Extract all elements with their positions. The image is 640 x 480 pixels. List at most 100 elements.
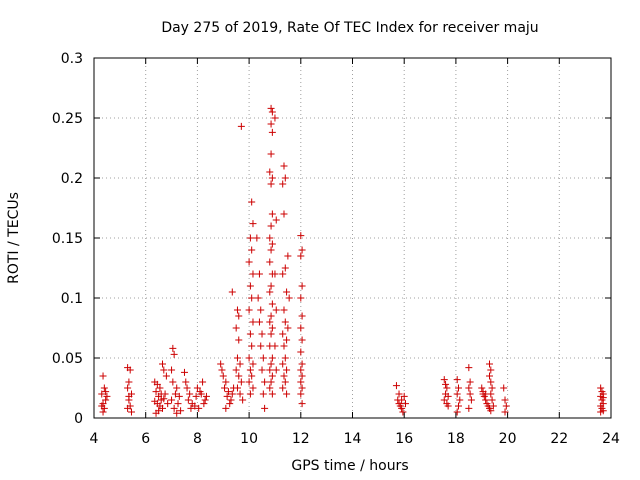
data-point xyxy=(487,378,495,386)
data-point xyxy=(597,408,605,416)
data-point xyxy=(440,376,448,384)
data-point xyxy=(249,318,257,326)
x-tick-label: 14 xyxy=(344,431,362,447)
data-point xyxy=(266,234,274,242)
data-point xyxy=(453,408,461,416)
data-point xyxy=(271,270,279,278)
data-point xyxy=(124,404,132,412)
data-point xyxy=(233,384,241,392)
data-point xyxy=(124,384,132,392)
data-point xyxy=(398,404,406,412)
data-point xyxy=(246,282,254,290)
data-point xyxy=(487,407,495,415)
data-point xyxy=(175,392,183,400)
data-point xyxy=(271,114,279,122)
y-tick-label: 0.25 xyxy=(52,111,83,127)
data-point xyxy=(159,404,167,412)
data-point xyxy=(268,210,276,218)
data-point xyxy=(156,384,164,392)
data-point xyxy=(99,408,107,416)
data-point xyxy=(266,258,274,266)
data-point xyxy=(236,390,244,398)
data-point xyxy=(297,348,305,356)
data-point xyxy=(444,402,452,410)
data-point xyxy=(399,408,407,416)
x-tick-label: 4 xyxy=(90,431,99,447)
data-point xyxy=(440,396,448,404)
data-point xyxy=(102,396,110,404)
x-axis-title: GPS time / hours xyxy=(291,458,408,474)
data-point xyxy=(281,354,289,362)
data-point xyxy=(271,342,279,350)
data-point xyxy=(267,378,275,386)
grid-lines xyxy=(94,58,611,418)
data-point xyxy=(478,384,486,392)
data-point xyxy=(254,294,262,302)
data-point xyxy=(267,330,275,338)
data-point xyxy=(259,390,267,398)
data-point xyxy=(266,318,274,326)
data-point xyxy=(297,252,305,260)
data-point xyxy=(266,384,274,392)
data-point xyxy=(249,270,257,278)
data-point xyxy=(183,384,191,392)
x-tick-label: 8 xyxy=(193,431,202,447)
data-point xyxy=(298,400,306,408)
data-point xyxy=(249,360,257,368)
data-point xyxy=(102,388,110,396)
data-point xyxy=(279,180,287,188)
data-point xyxy=(597,384,605,392)
data-point xyxy=(100,384,108,392)
data-point xyxy=(169,344,177,352)
data-point xyxy=(280,342,288,350)
data-point xyxy=(226,400,234,408)
data-point xyxy=(125,378,133,386)
data-point xyxy=(501,396,509,404)
data-point xyxy=(392,382,400,390)
data-point xyxy=(465,384,473,392)
data-point xyxy=(298,372,306,380)
data-point xyxy=(268,372,276,380)
x-tick-label: 12 xyxy=(292,431,310,447)
data-point xyxy=(298,336,306,344)
data-point xyxy=(266,288,274,296)
data-point xyxy=(283,336,291,344)
data-point xyxy=(192,392,200,400)
data-point xyxy=(170,350,178,358)
data-point xyxy=(267,120,275,128)
data-point xyxy=(400,392,408,400)
data-point xyxy=(281,378,289,386)
data-point xyxy=(599,394,607,402)
data-point xyxy=(297,366,305,374)
data-point xyxy=(466,390,474,398)
data-point xyxy=(221,384,229,392)
data-point xyxy=(199,378,207,386)
data-point xyxy=(280,372,288,380)
data-point xyxy=(155,392,163,400)
data-point xyxy=(98,402,106,410)
data-point xyxy=(152,388,160,396)
y-tick-label: 0.3 xyxy=(61,51,83,67)
data-point xyxy=(246,330,254,338)
data-point xyxy=(171,390,179,398)
data-point xyxy=(487,366,495,374)
data-point xyxy=(182,378,190,386)
data-point xyxy=(184,396,192,404)
x-tick-label: 10 xyxy=(240,431,258,447)
y-tick-label: 0 xyxy=(74,411,83,427)
data-point xyxy=(453,390,461,398)
data-point xyxy=(279,330,287,338)
data-point xyxy=(281,264,289,272)
data-point xyxy=(488,396,496,404)
chart-title: Day 275 of 2019, Rate Of TEC Index for r… xyxy=(161,20,538,36)
data-point xyxy=(502,402,510,410)
data-point xyxy=(218,366,226,374)
data-point xyxy=(236,360,244,368)
data-point xyxy=(246,234,254,242)
x-tick-labels: 4 6 8 10 12 14 16 18 20 22 24 xyxy=(90,431,620,447)
data-point xyxy=(467,396,475,404)
x-tick-label: 24 xyxy=(602,431,620,447)
data-point xyxy=(193,384,201,392)
data-point xyxy=(187,404,195,412)
data-point xyxy=(157,396,165,404)
